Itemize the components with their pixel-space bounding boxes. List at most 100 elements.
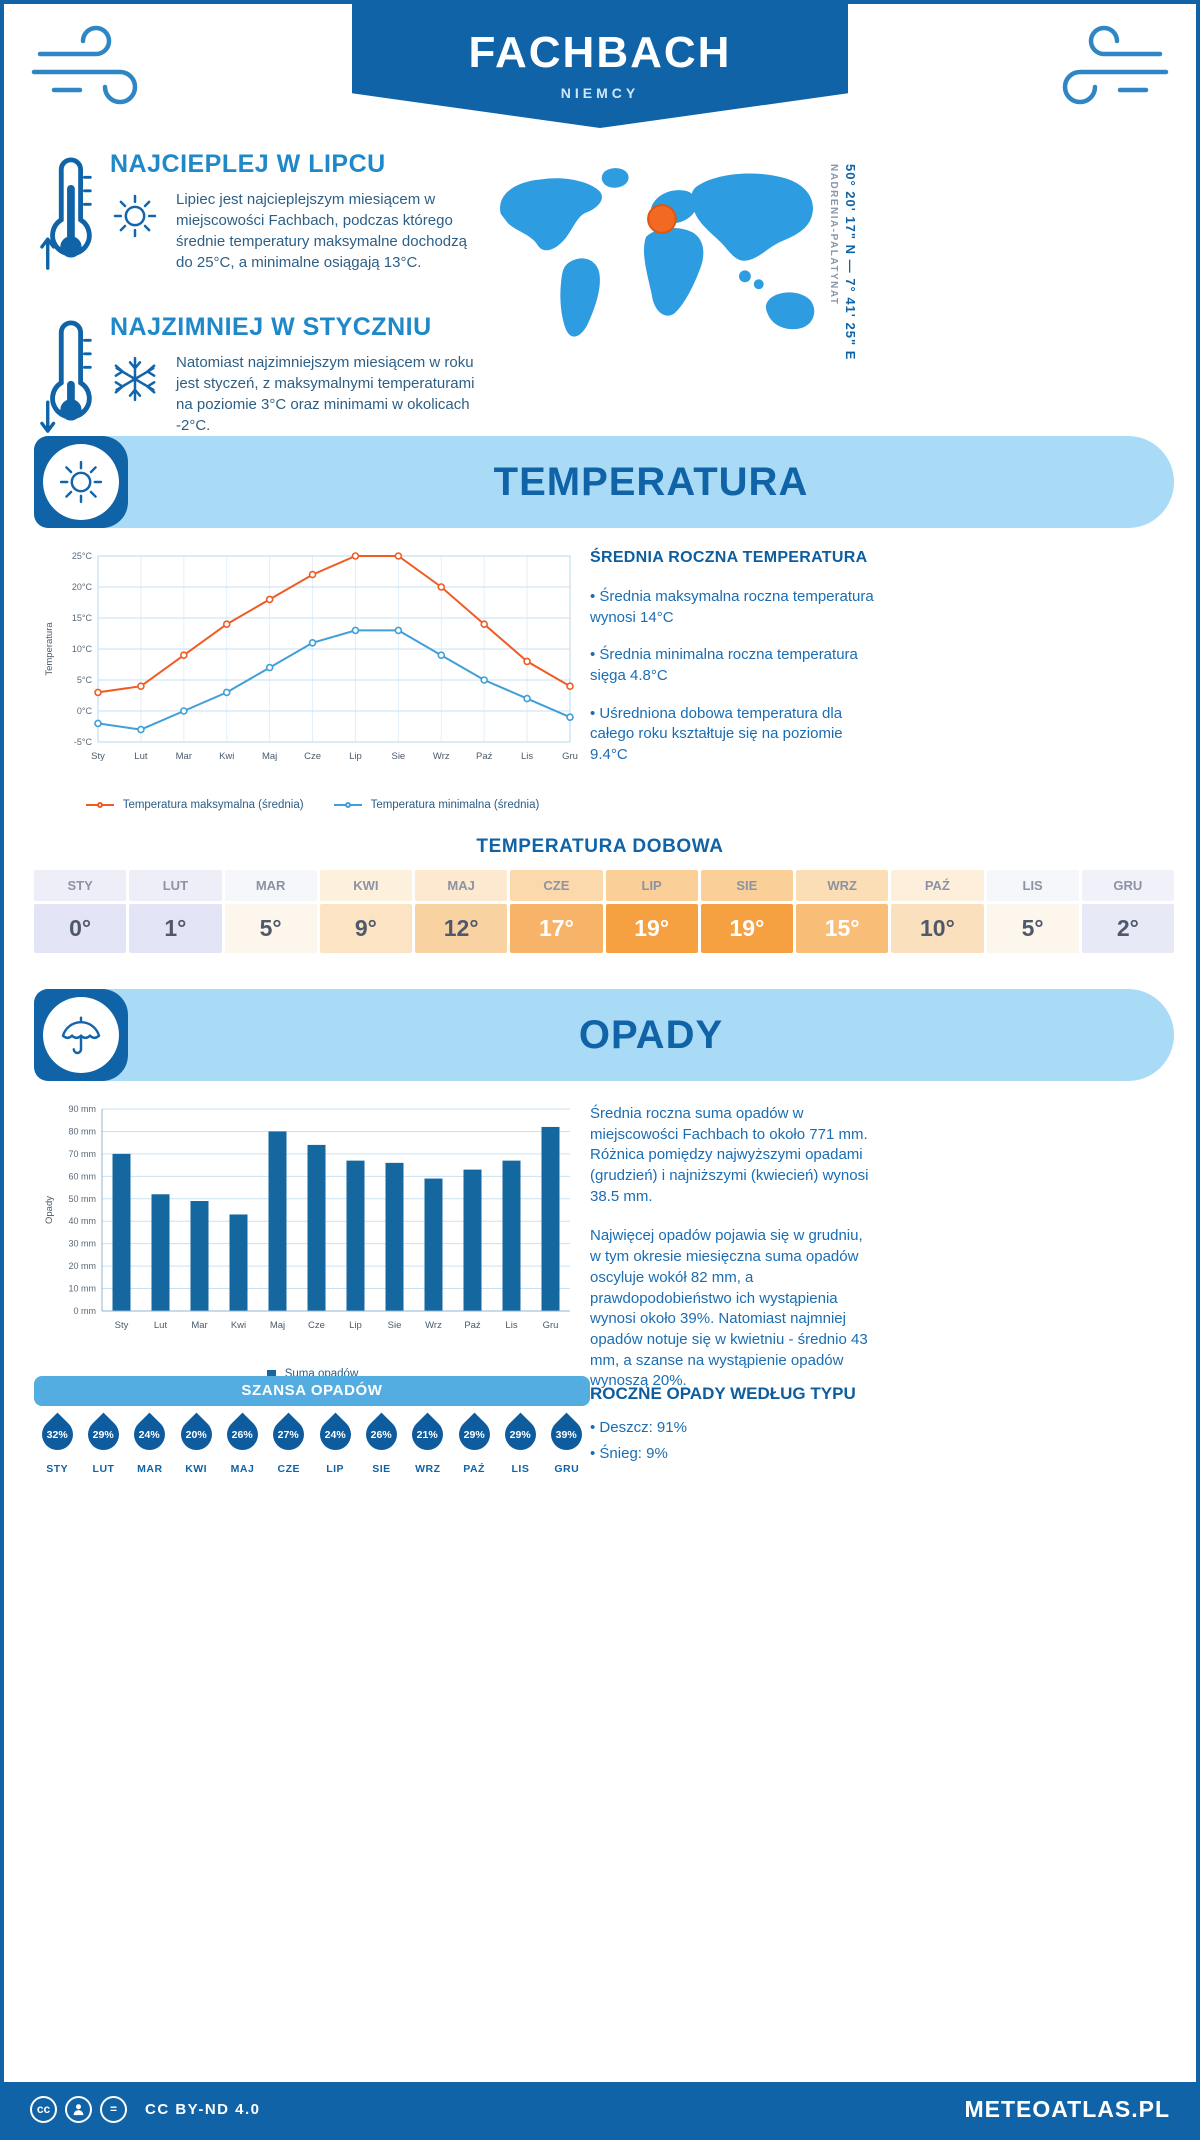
svg-text:30 mm: 30 mm	[68, 1239, 96, 1249]
temperature-chart-block: Sty Lut Mar Kwi Maj Cze Lip Sie Wrz Paź Lis Gru -5°C…	[40, 544, 585, 811]
month-label: KWI	[185, 1463, 208, 1475]
temperature-value: 10°	[891, 904, 984, 953]
water-drop-icon: 26%	[220, 1412, 265, 1457]
precipitation-type-snow: • Śnieg: 9%	[590, 1445, 668, 1462]
chance-item: 29% LUT	[80, 1410, 126, 1475]
title-banner: FACHBACH NIEMCY	[352, 4, 848, 128]
water-drop-icon: 32%	[35, 1412, 80, 1457]
month-header: STY	[34, 870, 127, 901]
temperature-summary-title: ŚREDNIA ROCZNA TEMPERATURA	[590, 549, 868, 566]
region-label: NADRENIA-PALATYNAT	[828, 164, 839, 306]
svg-text:20 mm: 20 mm	[68, 1261, 96, 1271]
svg-text:Mar: Mar	[176, 751, 192, 762]
snowflake-icon	[110, 352, 160, 409]
water-drop-icon: 20%	[174, 1412, 219, 1457]
svg-text:Kwi: Kwi	[231, 1320, 246, 1331]
table-column: MAR 5°	[224, 870, 317, 953]
precipitation-section-banner: OPADY	[34, 989, 1174, 1081]
precipitation-summary: Średnia roczna suma opadów w miejscowośc…	[590, 1104, 876, 1411]
water-drop-icon: 29%	[498, 1412, 543, 1457]
temperature-bullet: • Średnia minimalna roczna temperatura s…	[590, 646, 858, 685]
temperature-section-banner: TEMPERATURA	[34, 436, 1174, 528]
svg-text:Cze: Cze	[304, 751, 321, 762]
precipitation-type-title: ROCZNE OPADY WEDŁUG TYPU	[590, 1384, 856, 1403]
svg-text:Lut: Lut	[154, 1320, 168, 1331]
footer: cc = CC BY-ND 4.0 METEOATLAS.PL	[4, 2082, 1196, 2136]
legend-item-max: Temperatura maksymalna (średnia)	[85, 799, 304, 811]
temperature-value: 0°	[34, 904, 127, 953]
sun-badge-icon	[43, 444, 119, 520]
chance-item: 29% PAŹ	[451, 1410, 497, 1475]
temperature-value: 17°	[510, 904, 603, 953]
svg-text:40 mm: 40 mm	[68, 1216, 96, 1226]
umbrella-badge-icon	[43, 997, 119, 1073]
svg-text:5°C: 5°C	[77, 675, 93, 685]
svg-text:-5°C: -5°C	[74, 737, 93, 747]
month-label: WRZ	[415, 1463, 441, 1475]
license-text: CC BY-ND 4.0	[145, 2100, 261, 2118]
temperature-bullet: • Średnia maksymalna roczna temperatura …	[590, 588, 874, 626]
month-header: LUT	[129, 870, 222, 901]
table-column: MAJ 12°	[415, 870, 508, 953]
precipitation-section-title: OPADY	[578, 1013, 724, 1057]
table-column: KWI 9°	[319, 870, 412, 953]
page-title: FACHBACH	[468, 28, 732, 77]
svg-text:25°C: 25°C	[72, 551, 93, 561]
water-drop-icon: 27%	[266, 1412, 311, 1457]
water-drop-icon: 21%	[405, 1412, 450, 1457]
temperature-value: 19°	[605, 904, 698, 953]
legend-max-marker	[85, 802, 114, 808]
thermometer-warm-icon	[40, 150, 100, 283]
water-drop-icon: 29%	[81, 1412, 126, 1457]
svg-text:10 mm: 10 mm	[68, 1284, 96, 1294]
temperature-value: 1°	[129, 904, 222, 953]
chance-item: 39% GRU	[544, 1410, 590, 1475]
world-map	[486, 156, 822, 366]
svg-text:70 mm: 70 mm	[68, 1149, 96, 1159]
temperature-section-title: TEMPERATURA	[493, 460, 809, 504]
temperature-value: 2°	[1081, 904, 1174, 953]
legend-item-min: Temperatura minimalna (średnia)	[333, 799, 539, 811]
svg-text:Gru: Gru	[562, 751, 578, 762]
coldest-text: Natomiast najzimniejszym miesiącem w rok…	[176, 354, 475, 434]
temperature-value: 5°	[986, 904, 1079, 953]
water-drop-icon: 24%	[313, 1412, 358, 1457]
brand-logo: METEOATLAS.PL	[964, 2095, 1170, 2122]
svg-text:Gru: Gru	[543, 1320, 559, 1331]
svg-text:Kwi: Kwi	[219, 751, 234, 762]
month-label: LIP	[326, 1463, 345, 1475]
table-column: CZE 17°	[510, 870, 603, 953]
temperature-value: 15°	[796, 904, 889, 953]
temperature-value: 9°	[319, 904, 412, 953]
water-drop-icon: 24%	[127, 1412, 172, 1457]
table-column: LIP 19°	[605, 870, 698, 953]
svg-text:90 mm: 90 mm	[68, 1104, 96, 1114]
svg-text:15°C: 15°C	[72, 613, 93, 623]
chance-item: 32% STY	[34, 1410, 80, 1475]
month-header: PAŹ	[891, 870, 984, 901]
svg-text:60 mm: 60 mm	[68, 1171, 96, 1181]
month-label: PAŹ	[463, 1463, 485, 1475]
legend-min-marker	[333, 802, 362, 808]
svg-text:10°C: 10°C	[72, 644, 93, 654]
svg-text:Lip: Lip	[349, 1320, 362, 1331]
month-label: LUT	[92, 1463, 115, 1475]
month-header: MAJ	[415, 870, 508, 901]
svg-text:Sty: Sty	[91, 751, 105, 762]
precipitation-paragraph: Średnia roczna suma opadów w miejscowośc…	[590, 1105, 869, 1205]
chance-item: 21% WRZ	[405, 1410, 451, 1475]
temperature-chart-legend: Temperatura maksymalna (średnia) Tempera…	[40, 799, 585, 811]
intro-section: NAJCIEPLEJ W LIPCU	[40, 150, 600, 476]
svg-text:80 mm: 80 mm	[68, 1126, 96, 1136]
svg-text:Paź: Paź	[464, 1320, 481, 1331]
location-labels: NADRENIA-PALATYNAT 50° 20' 17" N — 7° 41…	[828, 164, 858, 384]
no-derivatives-icon: =	[100, 2095, 127, 2123]
month-label: SIE	[372, 1463, 391, 1475]
svg-text:50 mm: 50 mm	[68, 1194, 96, 1204]
month-label: LIS	[511, 1463, 530, 1475]
month-header: CZE	[510, 870, 603, 901]
svg-text:20°C: 20°C	[72, 582, 93, 592]
month-label: GRU	[554, 1463, 580, 1475]
svg-text:Sie: Sie	[388, 1320, 402, 1331]
precipitation-bar-chart: 0 mm 10 mm 20 mm 30 mm 40 mm 50 mm 60 mm 70 mm 8…	[44, 1104, 570, 1331]
